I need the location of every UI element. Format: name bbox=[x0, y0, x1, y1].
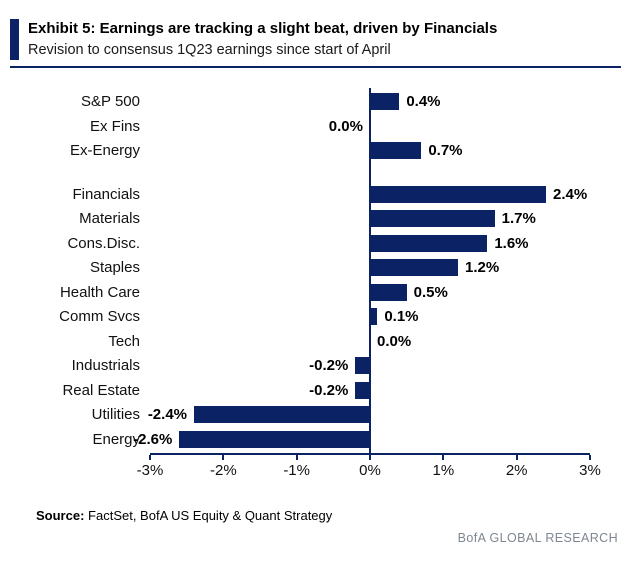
x-axis-tick bbox=[222, 455, 225, 460]
category-label: Health Care bbox=[59, 283, 140, 301]
value-label: 1.7% bbox=[501, 210, 536, 227]
header-divider bbox=[10, 66, 621, 68]
exhibit-subtitle: Revision to consensus 1Q23 earnings sinc… bbox=[28, 42, 391, 59]
value-label: 0.7% bbox=[428, 142, 463, 159]
exhibit-title: Exhibit 5: Earnings are tracking a sligh… bbox=[28, 20, 498, 37]
bar-row: Utilities -2.4% bbox=[0, 403, 631, 427]
zero-axis-line bbox=[369, 88, 371, 455]
x-axis-tick-label: -2% bbox=[209, 462, 237, 479]
bar-row: Materials 1.7% bbox=[0, 207, 631, 231]
header: Exhibit 5: Earnings are tracking a sligh… bbox=[10, 19, 497, 60]
category-label: Industrials bbox=[71, 357, 140, 374]
bar-row: S&P 500 0.4% bbox=[0, 90, 631, 114]
bar bbox=[370, 142, 422, 159]
category-label: S&P 500 bbox=[81, 93, 140, 110]
value-label: -0.2% bbox=[309, 381, 349, 399]
bar bbox=[370, 185, 546, 203]
x-axis-tick-label: 0% bbox=[359, 462, 381, 479]
bar-row: Ex Fins 0.0% bbox=[0, 115, 631, 139]
category-label: Financials bbox=[72, 185, 140, 203]
x-axis-line bbox=[150, 453, 590, 455]
bar bbox=[194, 406, 370, 423]
x-axis-tick-label: -3% bbox=[136, 462, 164, 479]
bar-row: Financials 2.4% bbox=[0, 183, 631, 207]
category-label: Real Estate bbox=[62, 381, 140, 399]
value-label: 2.4% bbox=[553, 185, 588, 203]
x-axis-tick bbox=[589, 455, 591, 460]
title-block: Exhibit 5: Earnings are tracking a sligh… bbox=[28, 19, 497, 58]
category-label: Utilities bbox=[91, 406, 140, 423]
value-label: -0.2% bbox=[309, 357, 349, 374]
value-label: 1.6% bbox=[494, 234, 529, 252]
bar-row: Comm Svcs 0.1% bbox=[0, 305, 631, 329]
category-label: Materials bbox=[79, 210, 140, 227]
x-axis-tick-label: 3% bbox=[579, 462, 601, 479]
bar bbox=[370, 93, 400, 110]
x-axis-tick bbox=[369, 455, 371, 460]
x-axis-tick bbox=[442, 455, 445, 460]
value-label: 0.1% bbox=[384, 308, 419, 325]
category-label: Comm Svcs bbox=[59, 308, 140, 325]
value-label: -2.4% bbox=[147, 406, 187, 423]
x-axis-tick-label: -1% bbox=[283, 462, 310, 479]
bar bbox=[370, 259, 458, 276]
category-label: Staples bbox=[89, 259, 140, 276]
value-label: 0.0% bbox=[377, 332, 412, 350]
bar-row: Tech 0.0% bbox=[0, 330, 631, 354]
bar bbox=[370, 210, 495, 227]
title-accent-bar bbox=[10, 19, 19, 60]
value-label: 0.5% bbox=[413, 283, 448, 301]
value-label: 0.0% bbox=[328, 117, 363, 135]
bar bbox=[179, 430, 370, 448]
category-label: Energy bbox=[92, 430, 140, 448]
x-axis-tick bbox=[515, 455, 518, 460]
value-label: 0.4% bbox=[406, 93, 441, 110]
bar-row: Industrials -0.2% bbox=[0, 354, 631, 378]
bar bbox=[355, 357, 370, 374]
bar-row: Cons.Disc. 1.6% bbox=[0, 232, 631, 256]
category-label: Tech bbox=[108, 332, 140, 350]
bar-row: Energy -2.6% bbox=[0, 428, 631, 452]
brand-footer: BofA GLOBAL RESEARCH bbox=[457, 531, 618, 545]
category-label: Cons.Disc. bbox=[67, 234, 140, 252]
category-label: Ex-Energy bbox=[69, 142, 140, 159]
x-axis-tick bbox=[149, 455, 151, 460]
source-label: Source: bbox=[36, 508, 85, 523]
category-label: Ex Fins bbox=[89, 117, 140, 135]
bar-row: Staples 1.2% bbox=[0, 256, 631, 280]
bar-row: Real Estate -0.2% bbox=[0, 379, 631, 403]
bar bbox=[370, 234, 488, 252]
bar-chart: S&P 500 0.4% Ex Fins 0.0% Ex-Energy 0.7% Finan… bbox=[0, 88, 631, 490]
bar bbox=[370, 308, 378, 325]
bar-row: Health Care 0.5% bbox=[0, 281, 631, 305]
value-label: -2.6% bbox=[133, 430, 173, 448]
x-axis-tick bbox=[295, 455, 298, 460]
bar bbox=[355, 381, 370, 399]
source-text: FactSet, BofA US Equity & Quant Strategy bbox=[88, 508, 333, 523]
source-note: Source: FactSet, BofA US Equity & Quant … bbox=[36, 508, 332, 523]
x-axis-tick-label: 1% bbox=[432, 462, 455, 479]
value-label: 1.2% bbox=[465, 259, 500, 276]
bar-row: Ex-Energy 0.7% bbox=[0, 139, 631, 163]
x-axis-tick-label: 2% bbox=[505, 462, 528, 479]
bar bbox=[370, 283, 407, 301]
